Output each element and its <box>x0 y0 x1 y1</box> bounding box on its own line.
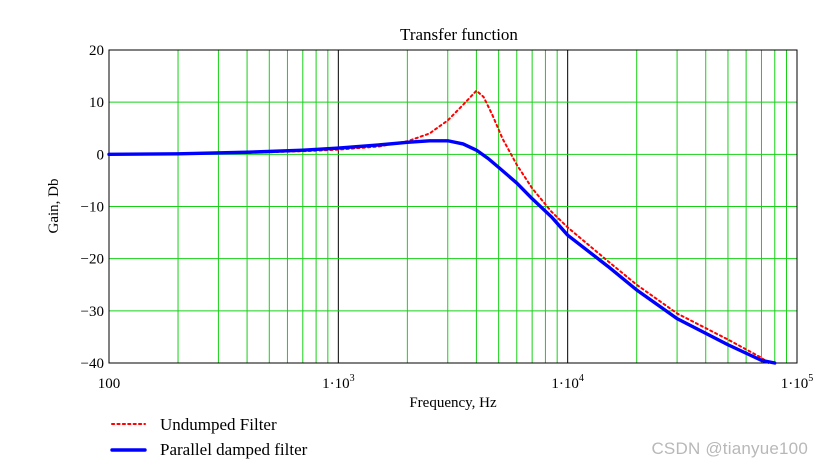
x-tick-label: 1·105 <box>781 373 814 392</box>
plot-frame <box>108 49 798 364</box>
y-tick-label: 0 <box>97 147 105 163</box>
series-layer <box>107 89 777 365</box>
y-tick-label: 20 <box>89 43 104 59</box>
y-tick-label: −40 <box>81 356 104 372</box>
y-tick-label: 10 <box>89 95 104 111</box>
chart-title: Transfer function <box>400 25 518 44</box>
series-parallel-damped-filter-line <box>107 139 777 365</box>
legend: Undumped Filter Parallel damped filter <box>110 415 308 459</box>
y-axis-label: Gain, Db <box>46 179 62 234</box>
legend-label-undumped-filter: Undumped Filter <box>160 415 277 434</box>
legend-label-parallel-damped-filter: Parallel damped filter <box>160 440 308 459</box>
x-tick-label: 1·103 <box>322 373 355 392</box>
y-tick-label: −10 <box>81 200 104 216</box>
y-tick-label: −30 <box>81 304 104 320</box>
x-axis-label: Frequency, Hz <box>409 395 497 411</box>
watermark-text: CSDN @tianyue100 <box>651 439 808 458</box>
x-tick-label: 100 <box>98 376 121 392</box>
x-tick-label: 1·104 <box>551 373 584 392</box>
y-tick-label: −20 <box>81 252 104 268</box>
